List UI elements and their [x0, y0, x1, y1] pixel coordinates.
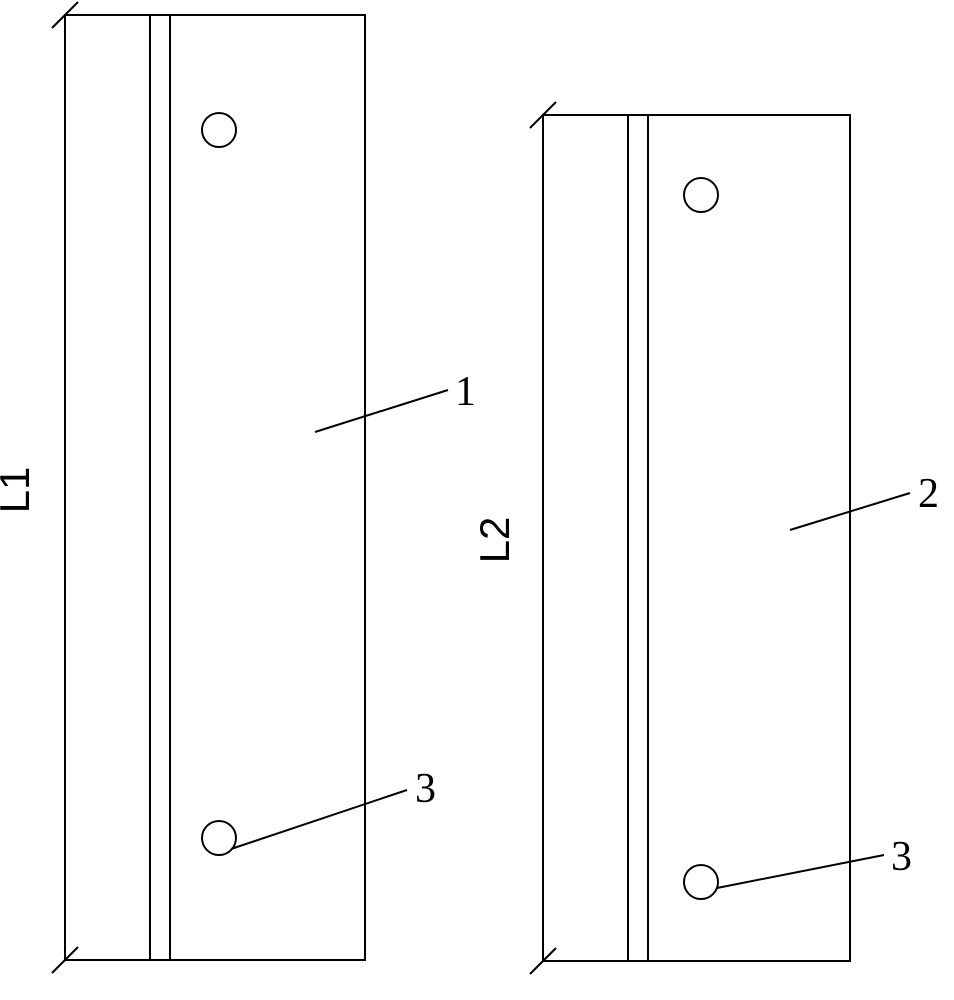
left-hole-top — [202, 113, 236, 147]
right-bracket — [543, 115, 850, 961]
dim-label-l1: L1 — [0, 467, 39, 514]
diagram-svg — [0, 0, 954, 1000]
callout-label-2: 2 — [918, 470, 939, 518]
callout-line-3b — [717, 855, 884, 888]
right-hole-bottom — [684, 865, 718, 899]
right-hole-top — [684, 178, 718, 212]
callout-line-3a — [231, 790, 407, 849]
dim-label-l2: L2 — [471, 517, 519, 564]
callout-line-1 — [315, 390, 448, 432]
callout-label-3b: 3 — [891, 833, 912, 881]
engineering-diagram: L1 L2 1 2 3 3 — [0, 0, 954, 1000]
callout-label-3a: 3 — [415, 765, 436, 813]
right-outer-rect — [543, 115, 850, 961]
callout-label-1: 1 — [455, 368, 476, 416]
left-hole-bottom — [202, 821, 236, 855]
